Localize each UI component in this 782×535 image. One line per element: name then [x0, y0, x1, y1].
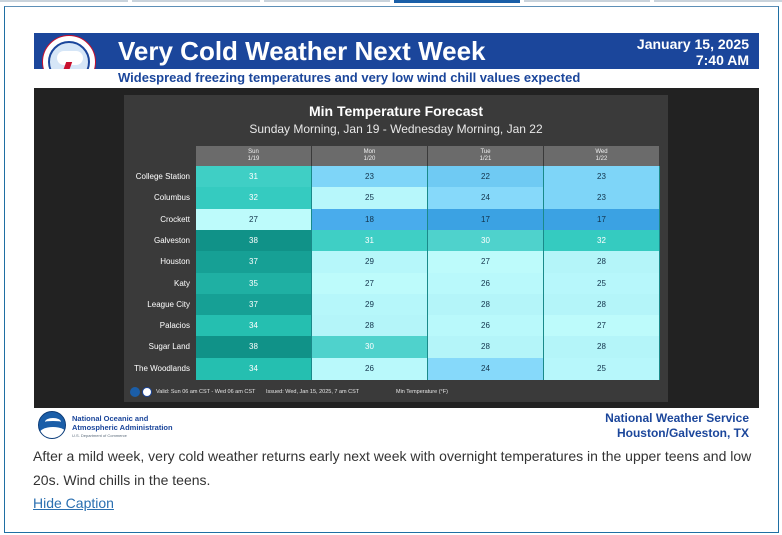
nws-office: National Weather Service Houston/Galvest…	[605, 411, 749, 441]
temperature-cell: 23	[544, 187, 660, 210]
temperature-cell: 27	[196, 208, 312, 231]
column-day: Mon	[363, 149, 376, 155]
banner-time: 7:40 AM	[695, 52, 749, 68]
noaa-name: National Oceanic and Atmospheric Adminis…	[72, 414, 173, 432]
temperature-cell: 23	[312, 166, 428, 188]
city-label: College Station	[135, 172, 190, 181]
graphic-footer: National Oceanic and Atmospheric Adminis…	[34, 408, 759, 442]
hide-caption-link[interactable]: Hide Caption	[33, 495, 114, 511]
column-date: 1/19	[247, 156, 260, 162]
column-date: 1/22	[595, 156, 608, 162]
forecast-subtitle: Sunday Morning, Jan 19 - Wednesday Morni…	[249, 122, 543, 136]
temperature-cell: 22	[428, 166, 544, 188]
forecast-panel: Min Temperature Forecast Sunday Morning,…	[124, 95, 668, 402]
nws-mini-icon	[142, 387, 152, 397]
legend-bar: Valid: Sun 06 am CST - Wed 06 am CST Iss…	[124, 387, 668, 399]
noaa-dept: U.S. Department of Commerce	[72, 433, 127, 438]
temperature-cell: 18	[312, 208, 428, 231]
temperature-cell: 37	[196, 293, 312, 316]
temperature-cell: 25	[544, 272, 660, 295]
banner-datetime: January 15, 2025 7:40 AM	[637, 36, 749, 68]
column-day: Sun	[248, 149, 259, 155]
temperature-cell: 35	[196, 272, 312, 295]
noaa-mini-icon	[130, 387, 140, 397]
temperature-cell: 32	[544, 229, 660, 252]
temperature-cell: 29	[312, 251, 428, 274]
forecast-title: Min Temperature Forecast	[308, 103, 483, 119]
temperature-cell: 23	[544, 166, 660, 188]
temperature-cell: 28	[428, 336, 544, 359]
temperature-cell: 38	[196, 336, 312, 359]
temperature-cell: 34	[196, 315, 312, 338]
column-header: Mon 1/20	[312, 146, 427, 166]
tab-strip	[0, 0, 782, 3]
tab-indicator[interactable]	[654, 0, 782, 2]
temperature-cell: 38	[196, 229, 312, 252]
temperature-cell: 17	[428, 208, 544, 231]
banner-subtitle: Widespread freezing temperatures and ver…	[118, 70, 581, 85]
tab-indicator[interactable]	[0, 0, 128, 2]
temperature-cell: 27	[544, 315, 660, 338]
city-label: Galveston	[153, 235, 190, 245]
caption-text: After a mild week, very cold weather ret…	[33, 448, 752, 488]
temperature-cell: 37	[196, 251, 312, 274]
tab-indicator-active[interactable]	[394, 0, 520, 3]
city-label: Katy	[173, 278, 190, 288]
temperature-cell: 32	[196, 187, 312, 210]
column-header: Wed 1/22	[544, 146, 659, 166]
tab-indicator[interactable]	[524, 0, 650, 2]
column-header: Tue 1/21	[428, 146, 543, 166]
tab-indicator[interactable]	[264, 0, 390, 2]
unit-label: Min Temperature (°F)	[396, 389, 448, 395]
column-day: Wed	[595, 149, 608, 155]
temperature-cell: 24	[428, 187, 544, 210]
subtitle-bar: Widespread freezing temperatures and ver…	[34, 69, 759, 88]
city-label: Sugar Land	[148, 342, 190, 352]
temperature-cell: 24	[428, 357, 544, 380]
weather-graphic: Very Cold Weather Next Week January 15, …	[31, 27, 762, 442]
valid-text: Valid: Sun 06 am CST - Wed 06 am CST	[156, 389, 256, 395]
temperature-cell: 34	[196, 357, 312, 380]
city-label: Columbus	[153, 193, 190, 203]
column-date: 1/21	[479, 156, 492, 162]
city-label: Houston	[160, 257, 190, 267]
issued-text: Issued: Wed, Jan 15, 2025, 7 am CST	[266, 389, 360, 395]
city-label: The Woodlands	[134, 363, 190, 373]
nws-office-line1: National Weather Service	[605, 411, 749, 425]
temperature-cell: 31	[312, 229, 428, 252]
temperature-cell: 25	[312, 187, 428, 210]
temperature-cell: 29	[312, 293, 428, 316]
noaa-name-line2: Atmospheric Administration	[72, 423, 173, 432]
banner-title: Very Cold Weather Next Week	[118, 36, 486, 66]
banner-date: January 15, 2025	[636, 36, 749, 52]
temperature-cell: 17	[544, 208, 660, 231]
temperature-cell: 28	[428, 293, 544, 316]
city-label: Crockett	[160, 214, 190, 224]
temperature-cell: 28	[544, 293, 660, 316]
slide-frame: Very Cold Weather Next Week January 15, …	[4, 6, 779, 533]
column-date: 1/20	[363, 156, 376, 162]
temperature-cell: 28	[544, 251, 660, 274]
noaa-logo-icon	[38, 411, 66, 439]
temperature-cell: 28	[312, 315, 428, 338]
temperature-cell: 27	[312, 272, 428, 295]
column-header: Sun 1/19	[196, 146, 311, 166]
temperature-cell: 26	[428, 272, 544, 295]
tab-indicator[interactable]	[132, 0, 260, 2]
temperature-cell: 28	[544, 336, 660, 359]
temperature-cell: 25	[544, 357, 660, 380]
noaa-name-line1: National Oceanic and	[72, 414, 149, 423]
temperature-cell: 30	[312, 336, 428, 359]
temperature-cell: 30	[428, 229, 544, 252]
forecast-area: Min Temperature Forecast Sunday Morning,…	[34, 88, 759, 408]
temperature-cell: 26	[312, 357, 428, 380]
temperature-cell: 27	[428, 251, 544, 274]
city-label: League City	[147, 299, 190, 309]
city-label: Palacios	[159, 321, 190, 331]
nws-office-line2: Houston/Galveston, TX	[616, 426, 749, 440]
temperature-cell: 26	[428, 315, 544, 338]
column-day: Tue	[480, 149, 491, 155]
temperature-cell: 31	[196, 166, 312, 188]
